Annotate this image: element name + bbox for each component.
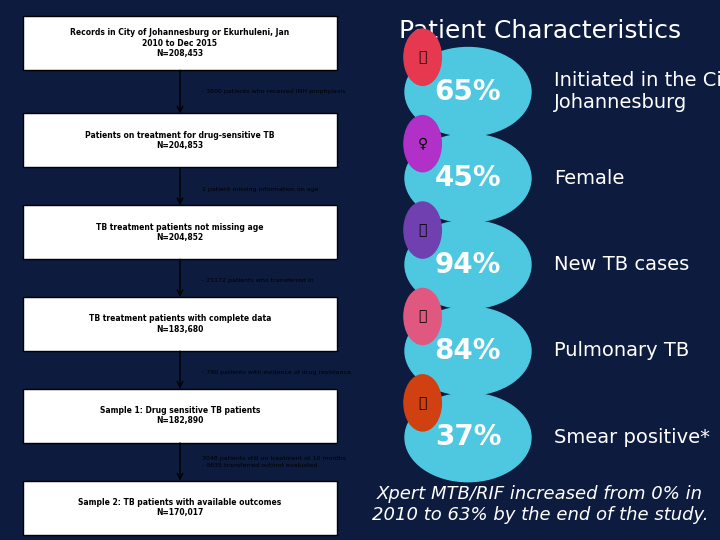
Ellipse shape: [405, 220, 531, 309]
FancyBboxPatch shape: [23, 389, 337, 443]
FancyBboxPatch shape: [23, 297, 337, 351]
Text: 65%: 65%: [435, 78, 501, 106]
Text: - 790 patients with evidence of drug resistance: - 790 patients with evidence of drug res…: [202, 370, 351, 375]
Text: Female: Female: [554, 168, 625, 188]
Text: 📍: 📍: [418, 50, 427, 64]
Text: 💊: 💊: [418, 223, 427, 237]
Circle shape: [404, 29, 441, 85]
Text: TB treatment patients with complete data
N=183,680: TB treatment patients with complete data…: [89, 314, 271, 334]
Text: TB treatment patients not missing age
N=204,852: TB treatment patients not missing age N=…: [96, 222, 264, 242]
Text: Sample 2: TB patients with available outcomes
N=170,017: Sample 2: TB patients with available out…: [78, 498, 282, 517]
Text: New TB cases: New TB cases: [554, 255, 690, 274]
Text: 🪱: 🪱: [418, 309, 427, 323]
Text: Xpert MTB/RIF increased from 0% in
2010 to 63% by the end of the study.: Xpert MTB/RIF increased from 0% in 2010 …: [372, 485, 708, 524]
Text: 45%: 45%: [435, 164, 501, 192]
Text: Smear positive*: Smear positive*: [554, 428, 711, 447]
FancyBboxPatch shape: [23, 113, 337, 167]
Text: ♀: ♀: [418, 137, 428, 151]
Ellipse shape: [405, 48, 531, 136]
Text: 1 patient missing information on age: 1 patient missing information on age: [202, 186, 318, 192]
Text: 94%: 94%: [435, 251, 501, 279]
Text: Patients on treatment for drug-sensitive TB
N=204,853: Patients on treatment for drug-sensitive…: [85, 131, 275, 150]
Ellipse shape: [405, 134, 531, 222]
Ellipse shape: [405, 393, 531, 482]
Text: - 21172 patients who transferred in: - 21172 patients who transferred in: [202, 278, 313, 284]
Text: Pulmonary TB: Pulmonary TB: [554, 341, 690, 361]
Text: - 3600 patients who received INH prophylaxis: - 3600 patients who received INH prophyl…: [202, 89, 345, 94]
Text: Initiated in the City of
Johannesburg: Initiated in the City of Johannesburg: [554, 71, 720, 112]
Text: Sample 1: Drug sensitive TB patients
N=182,890: Sample 1: Drug sensitive TB patients N=1…: [100, 406, 260, 426]
Text: 3048 patients still on treatment at 10 months
- 9835 transferred out/not evaluat: 3048 patients still on treatment at 10 m…: [202, 456, 346, 467]
Circle shape: [404, 202, 441, 258]
Text: 🦠: 🦠: [418, 396, 427, 410]
FancyBboxPatch shape: [23, 205, 337, 259]
Circle shape: [404, 116, 441, 172]
Ellipse shape: [405, 307, 531, 395]
FancyBboxPatch shape: [23, 16, 337, 70]
Circle shape: [404, 288, 441, 345]
FancyBboxPatch shape: [23, 481, 337, 535]
Text: 84%: 84%: [435, 337, 501, 365]
Text: Records in City of Johannesburg or Ekurhuleni, Jan
2010 to Dec 2015
N=208,453: Records in City of Johannesburg or Ekurh…: [71, 28, 289, 58]
Circle shape: [404, 375, 441, 431]
Text: 37%: 37%: [435, 423, 501, 451]
Text: Patient Characteristics: Patient Characteristics: [399, 19, 681, 43]
